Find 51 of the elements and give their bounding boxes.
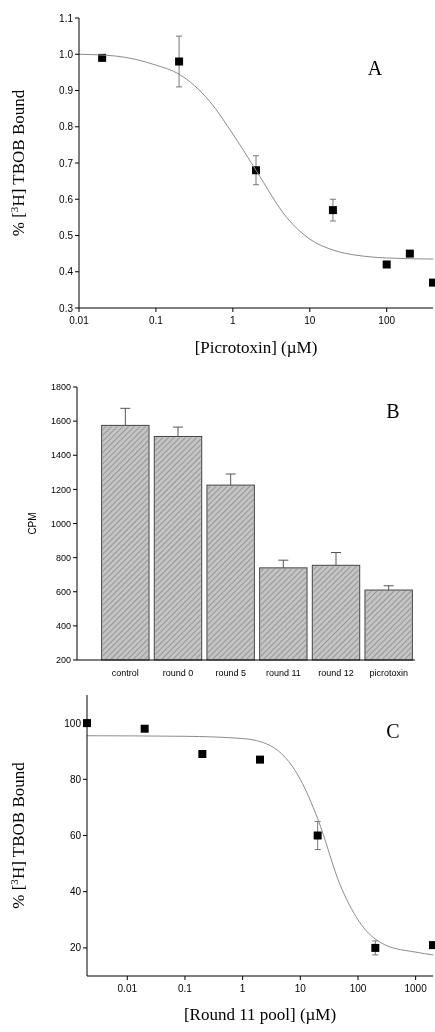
y-tick-label: 100 [64, 717, 82, 729]
y-tick-label: 800 [55, 552, 71, 563]
y-tick-label: 1.1 [59, 12, 74, 24]
x-tick-label: round 11 [265, 668, 301, 678]
y-tick-label: 0.6 [59, 193, 74, 205]
y-tick-label: 60 [69, 830, 82, 841]
y-tick-label: 0.7 [59, 157, 74, 169]
y-tick-label: 1200 [50, 484, 71, 495]
y-tick-label: 0.9 [59, 85, 74, 96]
x-tick-label: 1 [230, 315, 237, 326]
annotation: B [386, 400, 400, 422]
y-tick-label: 1800 [50, 382, 71, 393]
y-tick-label: 400 [55, 621, 71, 632]
point [371, 943, 380, 952]
y-tick-label: 0.8 [59, 121, 74, 133]
x-tick-label: 100 [378, 315, 396, 326]
x-axis-title: [Picrotoxin] (µM) [194, 338, 318, 357]
point [198, 750, 207, 759]
y-tick-label: 0.3 [59, 302, 74, 314]
x-tick-label: round 12 [318, 668, 354, 678]
y-tick-label: 1400 [50, 450, 71, 461]
x-tick-label: round 5 [215, 668, 246, 678]
y-tick-label: 20 [69, 942, 82, 954]
x-tick-label: 1000 [404, 983, 428, 994]
annotation: C [386, 720, 400, 742]
y-tick-label: 600 [55, 586, 71, 597]
y-tick-label: 1000 [50, 518, 71, 529]
point [256, 755, 264, 764]
x-tick-label: picrotoxin [369, 668, 408, 678]
x-tick-label: 0.01 [117, 983, 138, 994]
x-tick-label: 10 [304, 315, 316, 326]
point [140, 724, 149, 733]
annotation: A [367, 57, 383, 79]
y-tick-label: 200 [55, 655, 71, 666]
x-tick-label: 10 [294, 983, 307, 994]
point [313, 831, 322, 840]
x-tick-label: control [111, 668, 139, 678]
x-tick-label: 100 [349, 983, 367, 994]
x-tick-label: 0.1 [148, 315, 164, 326]
y-tick-label: 1600 [50, 416, 71, 427]
y-tick-label: 80 [69, 773, 82, 785]
x-tick-label: 1 [239, 983, 246, 994]
y-tick-label: 1.0 [59, 48, 74, 60]
y-tick-label: 40 [69, 886, 82, 898]
y-axis-title: CPM [27, 512, 38, 535]
x-tick-label: 0.1 [178, 983, 193, 994]
y-tick-label: 0.4 [59, 266, 74, 278]
y-tick-label: 0.5 [59, 230, 74, 241]
x-axis-title: [Round 11 pool] (µM) [183, 1005, 337, 1024]
x-tick-label: round 0 [162, 668, 194, 678]
x-tick-label: 0.01 [69, 315, 90, 326]
